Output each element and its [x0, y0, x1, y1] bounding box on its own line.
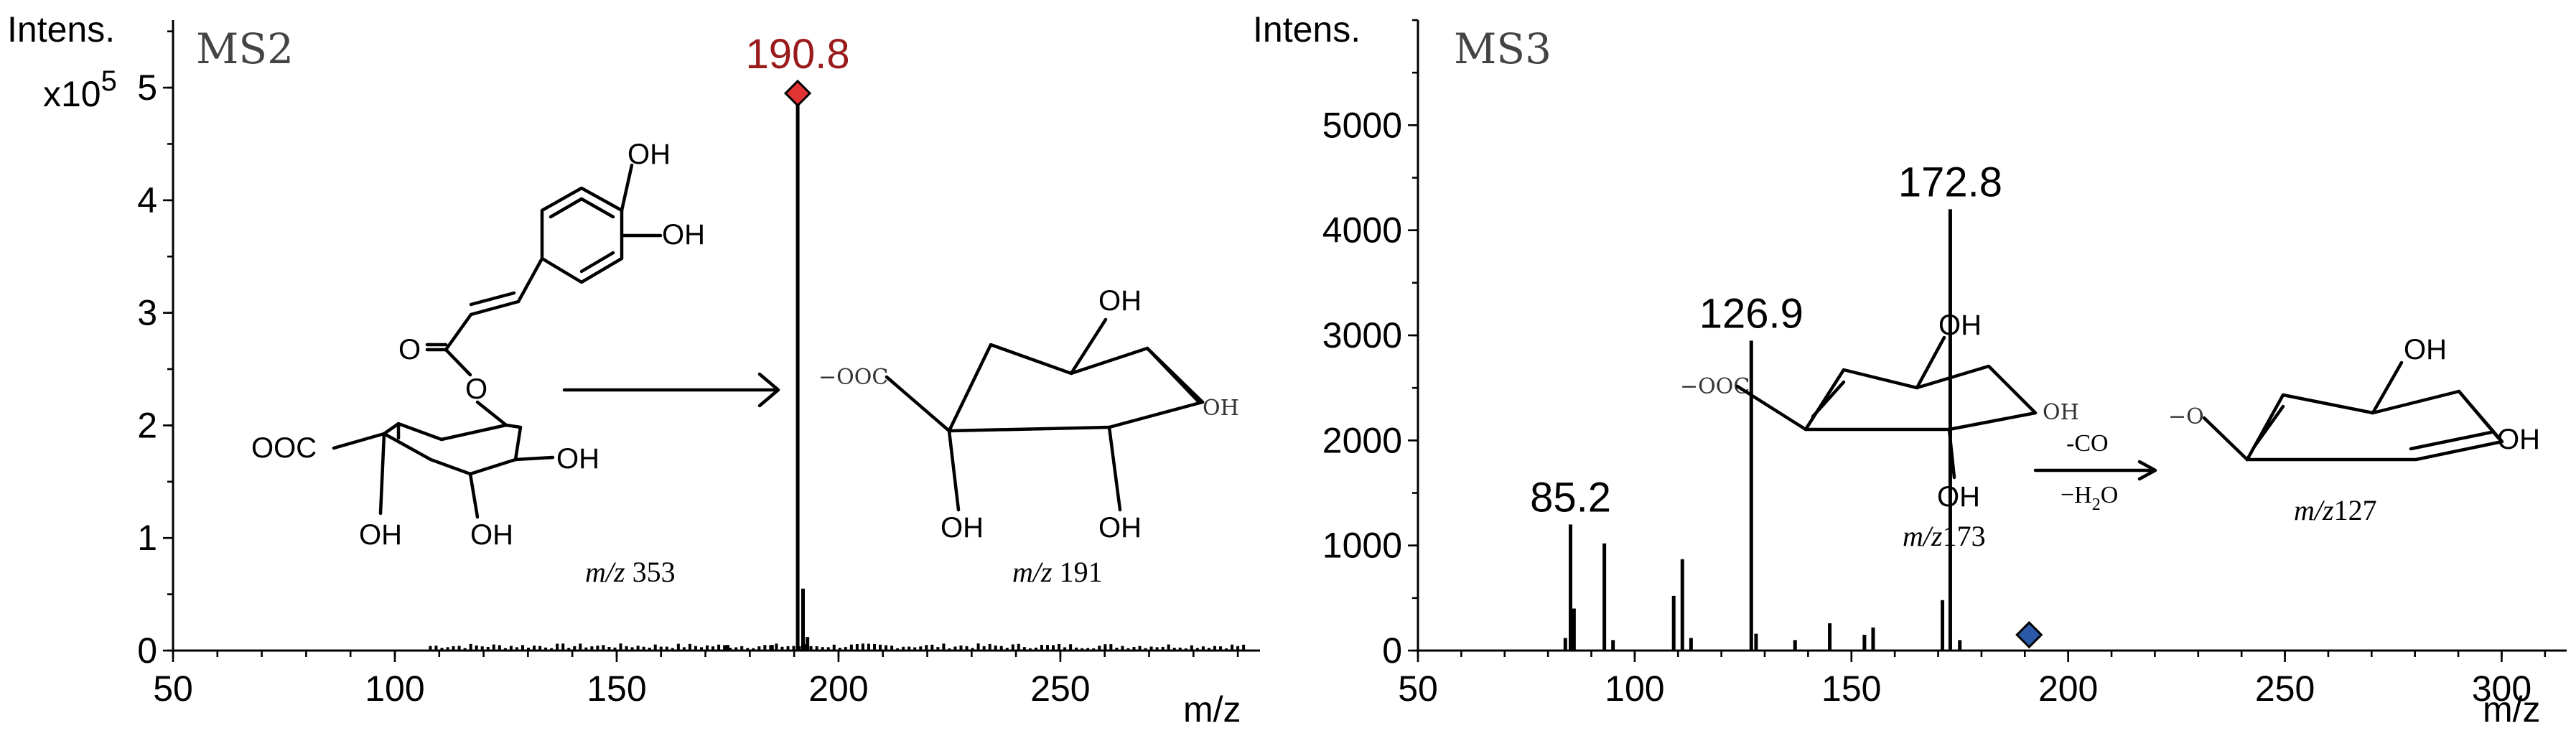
- peak-label: 85.2: [1530, 474, 1611, 521]
- ms2-x-ticks: 50 100 150 200 250: [153, 651, 1091, 709]
- o-minus-label: −O: [2168, 404, 2204, 429]
- y-tick-label: 1000: [1322, 526, 1402, 566]
- ion-127-mz-label: m/z127: [2294, 494, 2377, 526]
- y-tick-label: 2000: [1322, 420, 1402, 460]
- x-tick-label: 200: [808, 669, 868, 709]
- precursor-mz-label: m/z 353: [585, 556, 676, 588]
- x-tick-label: 100: [365, 669, 424, 709]
- ms3-title: MS3: [1454, 24, 1551, 73]
- oh-label: OH: [556, 443, 599, 475]
- x-tick-label: 100: [1605, 669, 1664, 709]
- peak-label: 172.8: [1898, 159, 2002, 205]
- loss-h2o-label: −H2O: [2061, 482, 2118, 514]
- x-tick-label: 250: [2255, 669, 2315, 709]
- oh-label: OH: [627, 139, 671, 170]
- oh-label: OH: [2404, 334, 2447, 366]
- product-mz-label: m/z 191: [1012, 556, 1103, 588]
- y-tick-label: 2: [137, 405, 157, 445]
- precursor-marker: [2015, 620, 2043, 649]
- precursor-marker: [783, 79, 812, 108]
- oh-label: OH: [1203, 396, 1239, 421]
- y-tick-label: 5000: [1322, 105, 1402, 145]
- ms3-y-ticks: 0 1000 2000 3000 4000 5000: [1322, 105, 1418, 671]
- ms2-title: MS2: [196, 24, 294, 73]
- ms2-ylabel: Intens.: [7, 9, 115, 50]
- ms2-peaks: 190.8: [725, 31, 850, 651]
- peak-label: 126.9: [1699, 290, 1803, 337]
- oh-label: OH: [1937, 481, 1980, 513]
- x-tick-label: 50: [1398, 669, 1438, 709]
- ms2-baseline-noise: [429, 643, 1246, 651]
- ms3-peaks: 85.2 126.9 172.8: [1530, 159, 2043, 651]
- ms2-panel: 0 1 2 3 4 5 50 100 150 200 250 190.8 Intens. x105…: [7, 9, 1260, 730]
- y-tick-label: 4000: [1322, 210, 1402, 251]
- product-structure: −OOC OH OH OH OH m/z 191: [818, 285, 1239, 588]
- y-tick-label: 4: [137, 180, 157, 220]
- carbonyl-o: O: [398, 334, 421, 366]
- oh-label: OH: [1098, 512, 1142, 544]
- benzene-ring: [540, 186, 624, 284]
- y-tick-label: 5: [137, 67, 157, 108]
- quinic-ring: [382, 422, 523, 476]
- y-tick-label: 1: [137, 518, 157, 558]
- ms3-xlabel: m/z: [2483, 689, 2541, 730]
- oh-label: OH: [2043, 400, 2079, 425]
- ester-o: O: [465, 373, 487, 405]
- ms3-x-ticks: 50 100 150 200 250 300: [1398, 651, 2531, 709]
- ms2-ylabel-scale: x105: [43, 65, 117, 114]
- oh-label: OH: [1098, 285, 1142, 317]
- ion-173-structure: −OOC OH OH OH m/z173: [1680, 309, 2079, 552]
- ooc-label: −OOC: [818, 365, 888, 390]
- precursor-structure: OH OH O O OH OH OH OOC m/z 353: [251, 139, 705, 588]
- x-tick-label: 250: [1030, 669, 1090, 709]
- ion-173-mz-label: m/z173: [1903, 520, 1986, 552]
- y-tick-label: 0: [137, 630, 157, 671]
- x-tick-label: 200: [2038, 669, 2098, 709]
- x-tick-label: 300: [2472, 669, 2531, 709]
- oh-label: OH: [2497, 424, 2540, 455]
- ooc-label: OOC: [251, 432, 317, 464]
- oh-label: OH: [470, 519, 513, 551]
- ms2-minor-ticks: [167, 30, 1239, 657]
- y-tick-label: 3: [137, 293, 157, 333]
- ms3-minor-ticks: [1412, 19, 2547, 657]
- oh-label: OH: [941, 512, 984, 544]
- neutral-loss-arrow: -CO −H2O: [2033, 430, 2157, 514]
- ion-127-structure: −O OH OH m/z127: [2168, 334, 2540, 526]
- peak-label: 190.8: [746, 31, 850, 78]
- fragmentation-arrow: [562, 372, 780, 408]
- y-tick-label: 3000: [1322, 315, 1402, 355]
- x-tick-label: 50: [153, 669, 193, 709]
- ms2-xlabel: m/z: [1183, 689, 1241, 730]
- x-tick-label: 150: [587, 669, 646, 709]
- ms3-ylabel: Intens.: [1253, 9, 1361, 50]
- oh-label: OH: [1938, 309, 1982, 341]
- oh-label: OH: [662, 219, 705, 251]
- y-tick-label: 0: [1382, 630, 1402, 671]
- x-tick-label: 150: [1821, 669, 1881, 709]
- loss-co-label: -CO: [2066, 430, 2109, 457]
- oh-label: OH: [359, 519, 402, 551]
